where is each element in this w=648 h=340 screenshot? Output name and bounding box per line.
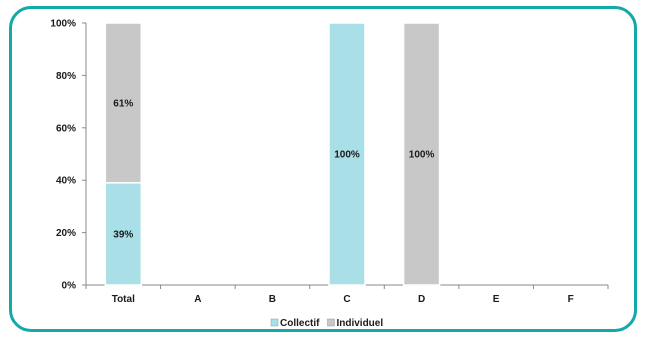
y-tick-label: 20% <box>56 228 76 239</box>
x-tick-label: C <box>343 294 350 305</box>
x-tick-label: D <box>418 294 425 305</box>
y-tick-label: 60% <box>56 123 76 134</box>
bar-individuel-total <box>104 22 143 184</box>
bar-collectif-c <box>328 22 366 286</box>
data-label: 61% <box>113 98 133 109</box>
bar-individuel-d <box>402 22 441 286</box>
x-tick-label: Total <box>112 294 135 305</box>
legend-label-individuel: Individuel <box>336 318 383 329</box>
y-tick-label: 40% <box>56 176 76 187</box>
y-tick-label: 80% <box>56 71 76 82</box>
legend-swatch-collectif <box>270 318 279 327</box>
data-label: 39% <box>113 229 133 240</box>
y-tick-label: 0% <box>62 281 77 292</box>
legend-swatch-individuel <box>327 318 335 327</box>
y-tick-label: 100% <box>50 19 76 30</box>
x-tick-label: E <box>493 294 500 305</box>
x-tick-label: A <box>194 294 201 305</box>
data-label: 100% <box>409 150 435 161</box>
data-label: 100% <box>334 150 360 161</box>
x-tick-label: F <box>568 294 574 305</box>
x-tick-label: B <box>269 294 276 305</box>
legend-label-collectif: Collectif <box>280 318 320 329</box>
